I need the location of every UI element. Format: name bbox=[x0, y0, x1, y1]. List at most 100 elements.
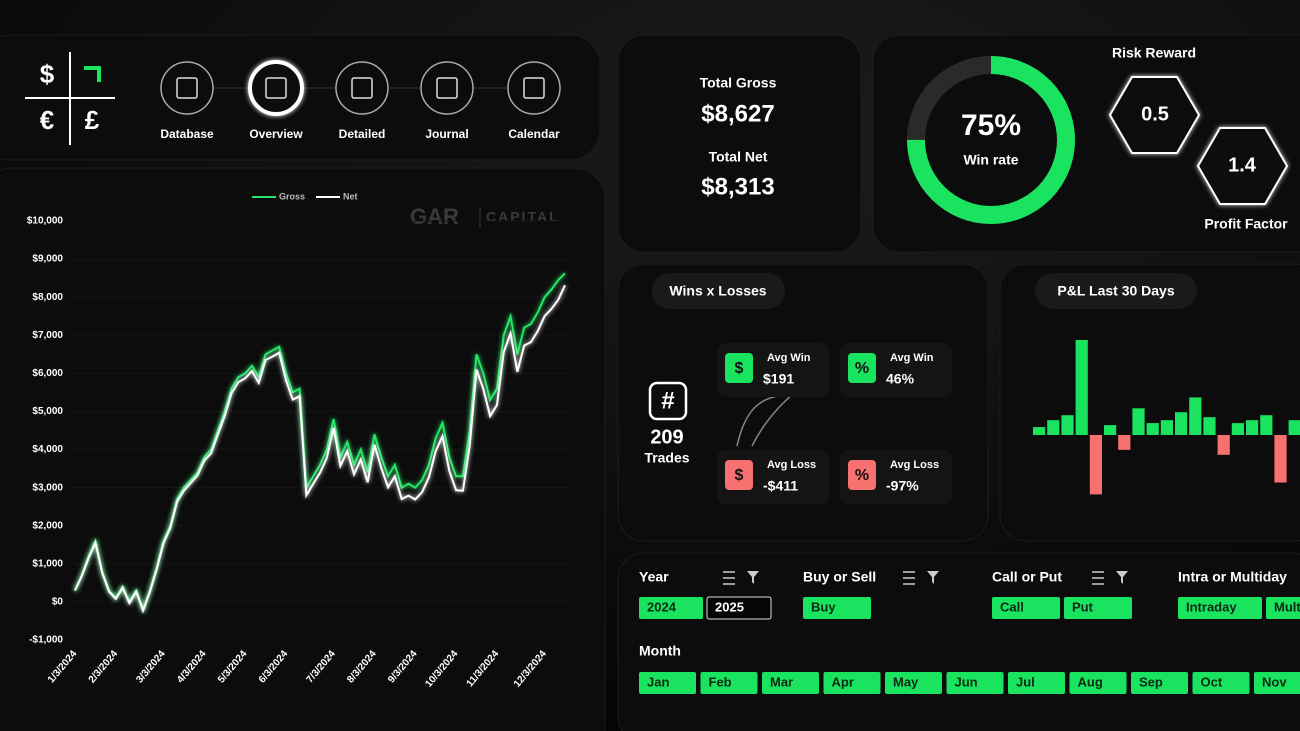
filter-option[interactable] bbox=[992, 597, 1060, 619]
hexagon bbox=[1196, 127, 1289, 205]
stat-label: Avg Loss bbox=[767, 459, 816, 471]
filter-option-label[interactable]: Put bbox=[1072, 599, 1094, 614]
month-option-label[interactable]: Jul bbox=[1016, 674, 1035, 689]
bar bbox=[1118, 435, 1131, 450]
stat-value: $191 bbox=[763, 371, 794, 387]
nav-label[interactable]: Calendar bbox=[508, 127, 560, 141]
trades-value: 209 bbox=[650, 426, 683, 448]
filter-option-label[interactable]: Buy bbox=[811, 599, 836, 614]
nav-icon bbox=[176, 77, 198, 99]
filter-icon[interactable] bbox=[1092, 571, 1104, 585]
logo-corner bbox=[84, 66, 101, 82]
month-option[interactable] bbox=[700, 672, 758, 694]
logo-symbol: € bbox=[40, 105, 54, 135]
y-tick-label: $1,000 bbox=[32, 558, 63, 569]
nav-button[interactable] bbox=[160, 61, 214, 115]
nav-icon bbox=[523, 77, 545, 99]
kpi-label: Total Gross bbox=[700, 75, 777, 91]
legend-label: Net bbox=[343, 191, 358, 201]
nav-label[interactable]: Database bbox=[160, 127, 214, 141]
filter-option-label[interactable]: Intraday bbox=[1186, 599, 1237, 614]
bar bbox=[1231, 423, 1244, 435]
month-option-label[interactable]: Feb bbox=[709, 674, 732, 689]
pl-panel bbox=[999, 263, 1300, 542]
bar bbox=[1260, 415, 1273, 435]
nav-icon bbox=[436, 77, 458, 99]
stat-icon: % bbox=[855, 360, 869, 377]
nav-button[interactable] bbox=[335, 61, 389, 115]
filter-option[interactable] bbox=[1064, 597, 1132, 619]
y-tick-label: $8,000 bbox=[32, 292, 63, 303]
kpi-value: $8,627 bbox=[701, 100, 774, 127]
month-option-label[interactable]: Jan bbox=[647, 674, 669, 689]
month-option[interactable] bbox=[1069, 672, 1127, 694]
logo-symbol: £ bbox=[85, 105, 100, 135]
month-option[interactable] bbox=[762, 672, 819, 694]
filter-icon[interactable] bbox=[903, 571, 915, 585]
ratios-panel bbox=[872, 34, 1300, 253]
filter-label: Buy or Sell bbox=[803, 569, 876, 585]
nav-icon bbox=[265, 77, 287, 99]
bar bbox=[1217, 435, 1230, 455]
filter-label: Month bbox=[639, 643, 681, 659]
stat-label: Avg Loss bbox=[890, 459, 939, 471]
filter-option[interactable] bbox=[706, 596, 772, 620]
month-option[interactable] bbox=[946, 672, 1004, 694]
stat-icon: % bbox=[855, 467, 869, 484]
stat-value: 46% bbox=[886, 371, 915, 387]
filter-option-label[interactable]: 2024 bbox=[647, 599, 677, 614]
bar bbox=[1146, 423, 1159, 435]
month-option[interactable] bbox=[1192, 672, 1250, 694]
bar bbox=[1274, 435, 1287, 483]
y-tick-label: $5,000 bbox=[32, 406, 63, 417]
clear-filter-icon[interactable] bbox=[927, 571, 939, 584]
month-option-label[interactable]: Apr bbox=[832, 674, 854, 689]
donut-label: Win rate bbox=[963, 152, 1018, 168]
filter-option-label[interactable]: Call bbox=[1000, 599, 1024, 614]
month-option-label[interactable]: Mar bbox=[770, 674, 793, 689]
nav-button[interactable] bbox=[420, 61, 474, 115]
month-option[interactable] bbox=[639, 672, 696, 694]
month-option-label[interactable]: Aug bbox=[1078, 674, 1103, 689]
month-option[interactable] bbox=[1131, 672, 1188, 694]
logo-symbol: $ bbox=[40, 59, 55, 89]
filter-option[interactable] bbox=[1178, 597, 1262, 619]
clear-filter-icon[interactable] bbox=[747, 571, 759, 584]
month-option-label[interactable]: Sep bbox=[1139, 674, 1163, 689]
filter-icon[interactable] bbox=[723, 571, 735, 585]
filter-option-label[interactable]: Multiday bbox=[1274, 599, 1300, 614]
hash-icon bbox=[648, 381, 688, 421]
month-option-label[interactable]: Oct bbox=[1201, 674, 1223, 689]
bar bbox=[1160, 420, 1173, 435]
nav-label[interactable]: Journal bbox=[425, 127, 468, 141]
month-option-label[interactable]: Jun bbox=[955, 674, 978, 689]
stat-value: -$411 bbox=[763, 478, 798, 494]
stat-icon-box bbox=[725, 353, 753, 383]
panel-title: P&L Last 30 Days bbox=[1057, 283, 1174, 299]
nav-label[interactable]: Detailed bbox=[339, 127, 386, 141]
stats: $ Avg Win $191% Avg Win 46% $ Avg Loss -$411% Av… bbox=[717, 343, 952, 504]
y-tick-label: $7,000 bbox=[32, 330, 63, 341]
watermark: GAR bbox=[410, 204, 459, 229]
nav: Database Overview Detailed Journal Calendar bbox=[160, 60, 561, 141]
clear-filter-icon[interactable] bbox=[1116, 571, 1128, 584]
nav-button[interactable] bbox=[507, 61, 561, 115]
nav-button[interactable] bbox=[248, 60, 304, 116]
stat-icon: $ bbox=[735, 360, 744, 377]
filter-option[interactable] bbox=[1266, 597, 1300, 619]
month-option-label[interactable]: May bbox=[893, 674, 919, 689]
month-option[interactable] bbox=[1008, 672, 1065, 694]
month-option-label[interactable]: Nov bbox=[1262, 674, 1287, 689]
month-option[interactable] bbox=[1254, 672, 1300, 694]
filter-option[interactable] bbox=[639, 597, 703, 619]
filter-option[interactable] bbox=[803, 597, 871, 619]
month-option[interactable] bbox=[823, 672, 881, 694]
ratio-label: Profit Factor bbox=[1204, 216, 1288, 232]
filter-option-label[interactable]: 2025 bbox=[715, 599, 744, 614]
donut-value: 75% bbox=[961, 109, 1021, 142]
bar bbox=[1061, 415, 1074, 435]
month-option[interactable] bbox=[885, 672, 942, 694]
nav-label[interactable]: Overview bbox=[249, 127, 303, 141]
bar bbox=[1089, 435, 1102, 495]
